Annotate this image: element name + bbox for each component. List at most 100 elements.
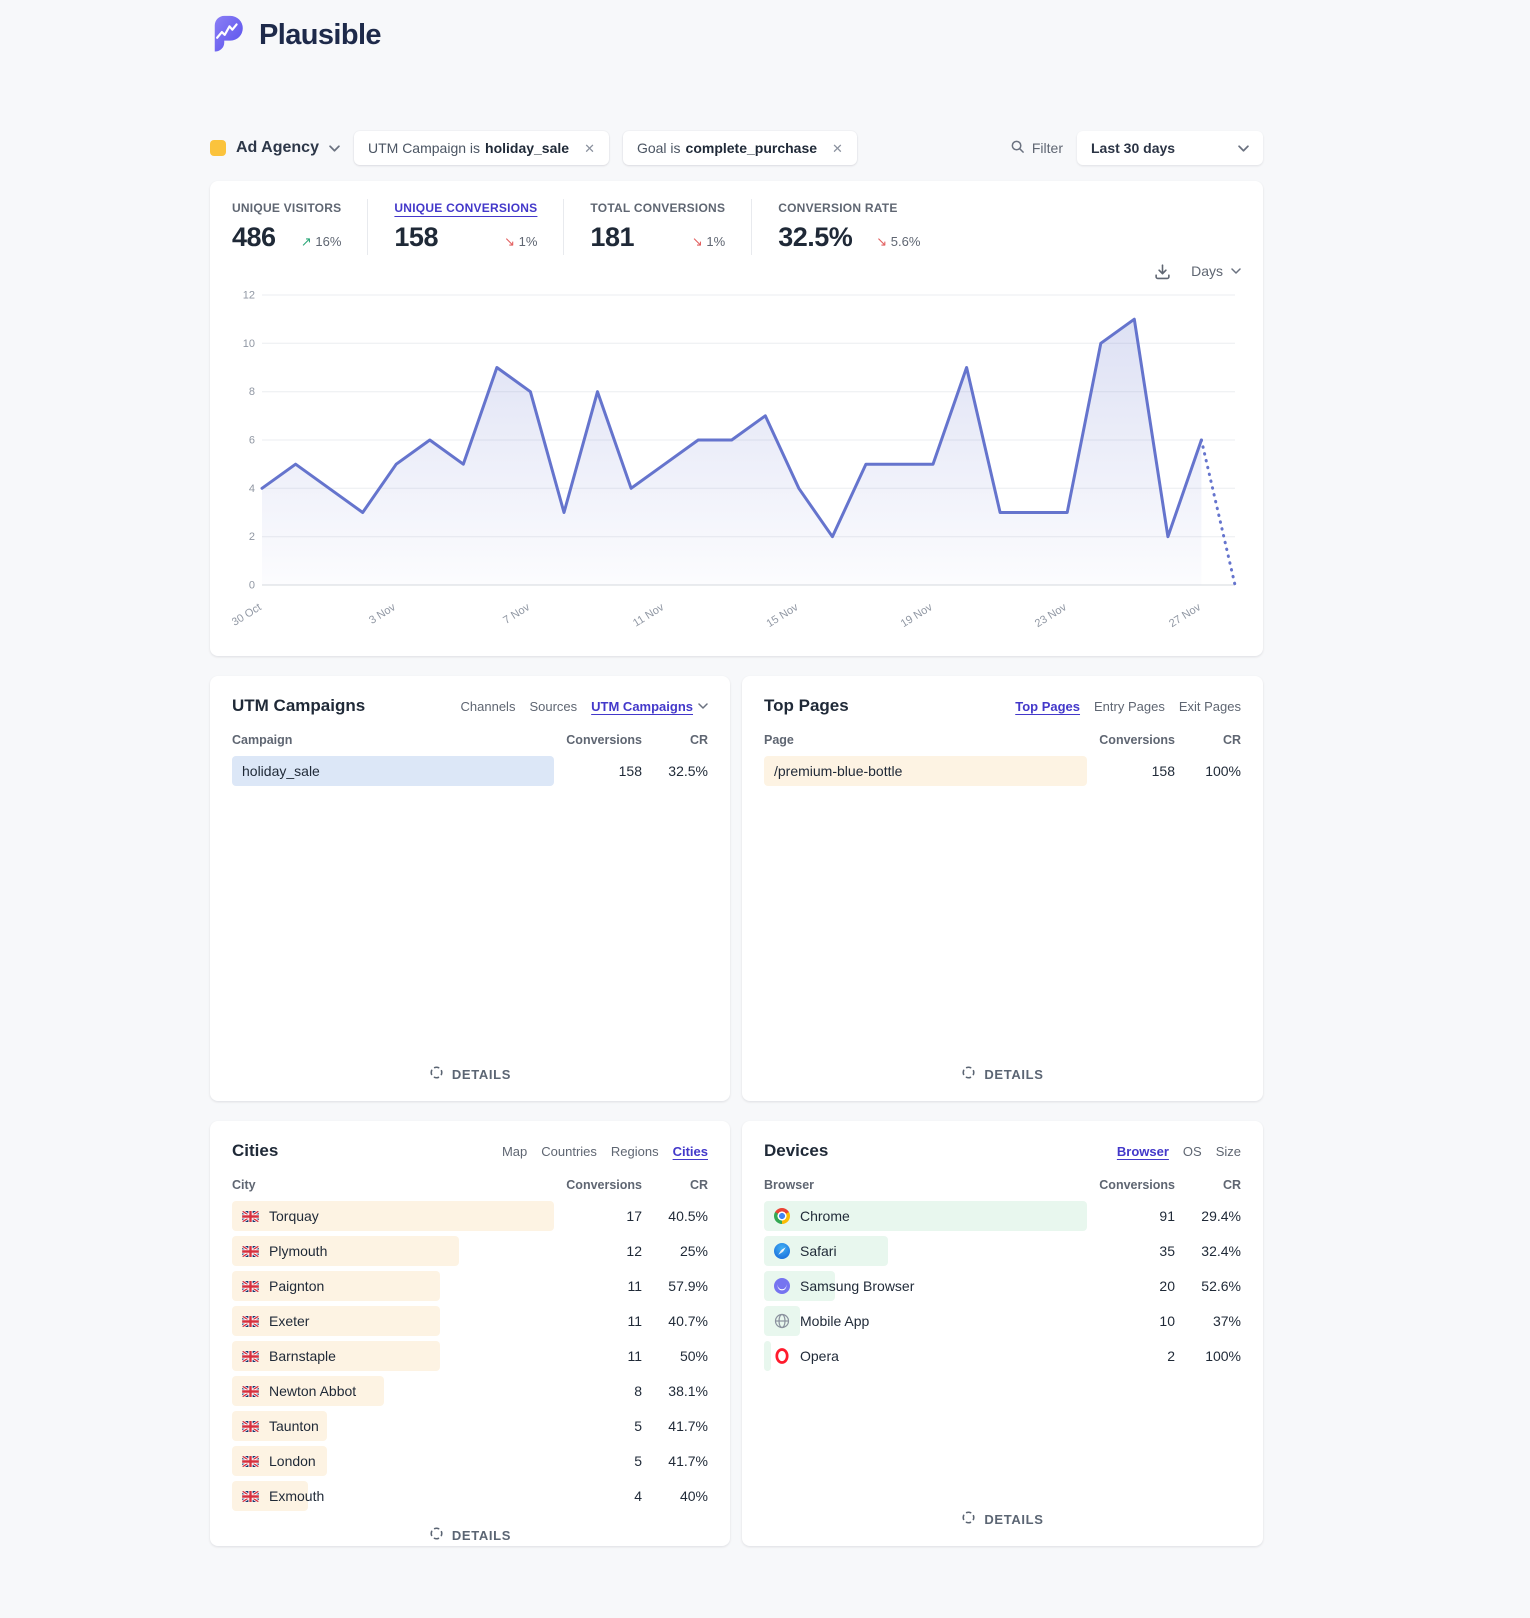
stat-unique-visitors[interactable]: UNIQUE VISITORS 486 ↗ 16% (232, 199, 367, 255)
row-name-cell[interactable]: Samsung Browser (764, 1271, 1087, 1301)
row-name-cell[interactable]: Opera (764, 1341, 1087, 1371)
row-conversions: 5 (634, 1418, 642, 1434)
download-icon[interactable] (1154, 263, 1171, 280)
svg-text:19 Nov: 19 Nov (899, 601, 935, 630)
row-conversions: 4 (634, 1488, 642, 1504)
opera-icon (774, 1348, 790, 1364)
table-row[interactable]: Torquay 17 40.5% (232, 1201, 708, 1231)
row-cr: 41.7% (668, 1418, 708, 1434)
table-row[interactable]: Taunton 5 41.7% (232, 1411, 708, 1441)
tab-regions[interactable]: Regions (610, 1143, 659, 1159)
site-picker[interactable]: Ad Agency (210, 139, 340, 157)
row-name-cell[interactable]: Safari (764, 1236, 1087, 1266)
tab-cities[interactable]: Cities (672, 1143, 708, 1159)
details-button[interactable]: DETAILS (429, 1055, 511, 1083)
close-icon[interactable]: ✕ (584, 140, 595, 156)
row-bar (232, 756, 554, 786)
column-header: CR (689, 733, 708, 747)
plausible-logo-icon (210, 14, 248, 57)
table-row[interactable]: Chrome 91 29.4% (764, 1201, 1241, 1231)
row-name-cell[interactable]: Exeter (232, 1306, 554, 1336)
svg-text:7 Nov: 7 Nov (501, 601, 532, 627)
table-row[interactable]: Exmouth 4 40% (232, 1481, 708, 1511)
conversions-line-chart[interactable]: 0 2 4 6 8 10 12 30 Oct 3 Nov 7 Nov 11 Nov 15 Nov 19 … (232, 285, 1241, 637)
panel-title: Cities (232, 1141, 279, 1160)
row-conversions: 2 (1167, 1348, 1175, 1364)
tab-sources[interactable]: Sources (529, 698, 578, 714)
svg-text:12: 12 (243, 290, 255, 302)
uk-flag-icon (242, 1350, 259, 1362)
table-row[interactable]: Newton Abbot 8 38.1% (232, 1376, 708, 1406)
table-row[interactable]: Exeter 11 40.7% (232, 1306, 708, 1336)
table-row[interactable]: Plymouth 12 25% (232, 1236, 708, 1266)
svg-text:27 Nov: 27 Nov (1167, 601, 1203, 630)
row-cr: 32.5% (668, 763, 708, 779)
trend-down-icon: ↘ (876, 235, 888, 250)
date-range-dropdown[interactable]: Last 30 days (1077, 131, 1263, 165)
row-name-cell[interactable]: Barnstaple (232, 1341, 554, 1371)
tab-map[interactable]: Map (501, 1143, 528, 1159)
column-header: CR (689, 1178, 708, 1192)
samsung-icon (774, 1278, 790, 1294)
table-row[interactable]: /premium-blue-bottle 158 100% (764, 756, 1241, 786)
table-row[interactable]: London 5 41.7% (232, 1446, 708, 1476)
expand-icon (429, 1526, 444, 1544)
close-icon[interactable]: ✕ (832, 140, 843, 156)
filter-pill-utm-campaign[interactable]: UTM Campaign is holiday_sale ✕ (353, 131, 609, 165)
tab-browser[interactable]: Browser (1116, 1143, 1169, 1159)
tab-countries[interactable]: Countries (541, 1143, 597, 1159)
panel-title: UTM Campaigns (232, 696, 366, 715)
details-button[interactable]: DETAILS (961, 1055, 1043, 1083)
filter-button[interactable]: Filter (1010, 139, 1063, 157)
utm-tabs: Channels Sources UTM Campaigns (461, 699, 708, 714)
tab-os[interactable]: OS (1182, 1143, 1202, 1159)
row-name-cell[interactable]: Taunton (232, 1411, 554, 1441)
row-name-cell[interactable]: Chrome (764, 1201, 1087, 1231)
row-name-cell[interactable]: Paignton (232, 1271, 554, 1301)
tab-top-pages[interactable]: Top Pages (1015, 698, 1081, 714)
table-row[interactable]: Samsung Browser 20 52.6% (764, 1271, 1241, 1301)
column-headers: City Conversions CR (232, 1178, 708, 1192)
breakdown-grid: UTM Campaigns Channels Sources UTM Campaig… (210, 676, 1263, 1546)
table-row[interactable]: Safari 35 32.4% (764, 1236, 1241, 1266)
tab-channels[interactable]: Channels (460, 698, 516, 714)
row-conversions: 12 (626, 1243, 642, 1259)
devices-rows: Chrome 91 29.4% Safari 35 32.4% Samsung Browse… (764, 1201, 1241, 1376)
table-row[interactable]: Opera 2 100% (764, 1341, 1241, 1371)
table-row[interactable]: holiday_sale 158 32.5% (232, 756, 708, 786)
header: Plausible (210, 14, 1263, 57)
row-conversions: 35 (1159, 1243, 1175, 1259)
row-name-cell[interactable]: /premium-blue-bottle (764, 756, 1087, 786)
tab-entry-pages[interactable]: Entry Pages (1094, 698, 1165, 714)
tab-size[interactable]: Size (1215, 1143, 1241, 1159)
stat-unique-conversions[interactable]: UNIQUE CONVERSIONS 158 ↘ 1% (367, 199, 563, 255)
table-row[interactable]: Mobile App 10 37% (764, 1306, 1241, 1336)
column-headers: Page Conversions CR (764, 733, 1241, 747)
interval-dropdown[interactable]: Days (1191, 263, 1241, 279)
table-row[interactable]: Barnstaple 11 50% (232, 1341, 708, 1371)
tab-exit-pages[interactable]: Exit Pages (1178, 698, 1241, 714)
filter-pill-goal[interactable]: Goal is complete_purchase ✕ (622, 131, 857, 165)
column-header: Campaign (232, 733, 293, 747)
expand-icon (429, 1065, 444, 1083)
row-bar (232, 1201, 554, 1231)
row-name-cell[interactable]: Newton Abbot (232, 1376, 554, 1406)
stat-change: ↘ 1% (504, 234, 538, 250)
stat-change: ↘ 5.6% (876, 234, 921, 250)
table-row[interactable]: Paignton 11 57.9% (232, 1271, 708, 1301)
details-button[interactable]: DETAILS (429, 1516, 511, 1544)
row-name-cell[interactable]: Plymouth (232, 1236, 554, 1266)
tab-utm-campaigns[interactable]: UTM Campaigns (591, 699, 708, 714)
row-name-cell[interactable]: London (232, 1446, 554, 1476)
row-name-cell[interactable]: Torquay (232, 1201, 554, 1231)
row-label: /premium-blue-bottle (774, 763, 903, 779)
details-button[interactable]: DETAILS (961, 1500, 1043, 1528)
devices-panel: Devices Browser OS Size Browser Conversions… (742, 1121, 1263, 1546)
stat-total-conversions[interactable]: TOTAL CONVERSIONS 181 ↘ 1% (563, 199, 751, 255)
row-name-cell[interactable]: holiday_sale (232, 756, 554, 786)
svg-text:15 Nov: 15 Nov (764, 601, 800, 630)
row-cr: 50% (679, 1348, 708, 1364)
row-name-cell[interactable]: Mobile App (764, 1306, 1087, 1336)
stat-conversion-rate[interactable]: CONVERSION RATE 32.5% ↘ 5.6% (751, 199, 946, 255)
row-name-cell[interactable]: Exmouth (232, 1481, 554, 1511)
